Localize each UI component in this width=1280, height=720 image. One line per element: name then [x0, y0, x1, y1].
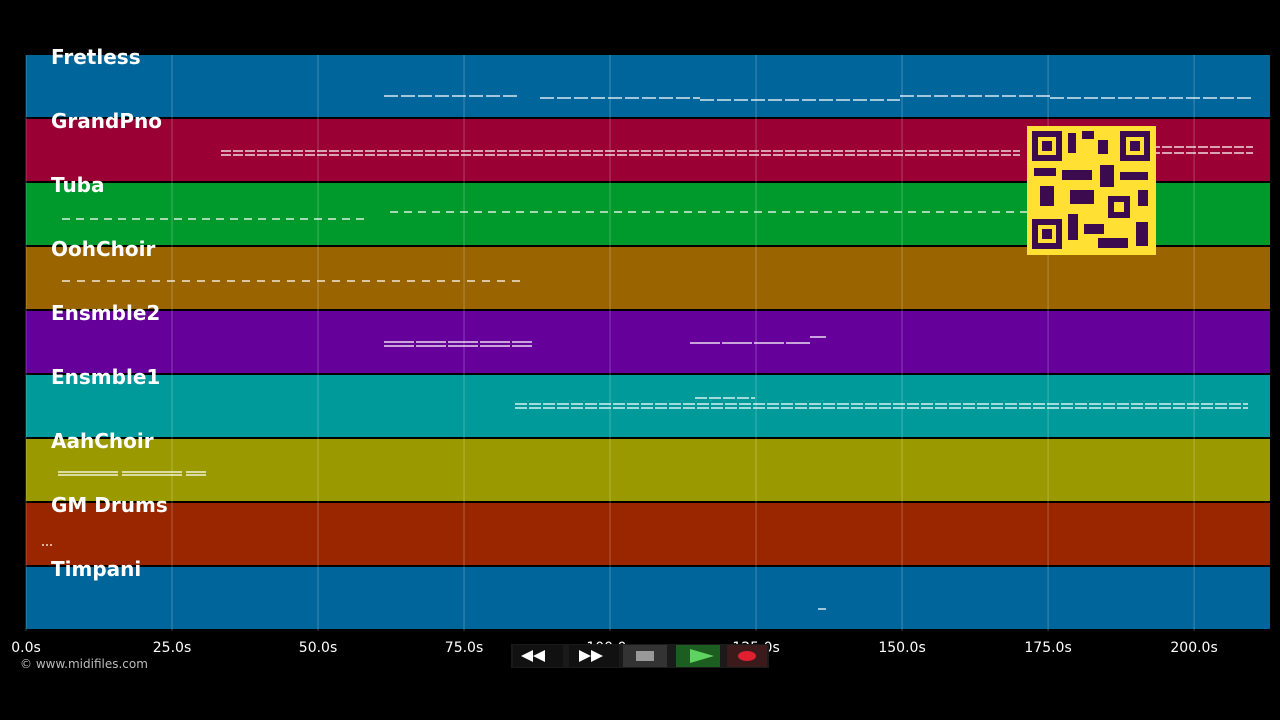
tick-label: 50.0s — [299, 640, 337, 656]
notes — [42, 95, 1253, 610]
track-name: AahChoir — [51, 429, 154, 453]
note-run — [58, 471, 206, 476]
tick-label: 200.0s — [1170, 640, 1217, 656]
transport-controls — [511, 644, 769, 668]
track-name: Tuba — [51, 173, 105, 197]
tick-label: 0.0s — [11, 640, 41, 656]
track-band — [26, 439, 1270, 501]
track-name: OohChoir — [51, 237, 155, 261]
track-band — [26, 567, 1270, 629]
stop-button[interactable] — [623, 645, 667, 667]
note-run — [515, 397, 1248, 409]
rewind-button[interactable] — [513, 645, 563, 667]
track-name: Timpani — [51, 557, 141, 581]
track-name: Fretless — [51, 45, 141, 69]
track-band — [26, 503, 1270, 565]
note-run — [221, 146, 1253, 156]
track-name: Ensmble2 — [51, 301, 160, 325]
forward-button[interactable] — [569, 645, 619, 667]
track-band — [26, 311, 1270, 373]
tick-label: 150.0s — [878, 640, 925, 656]
qr-code — [1027, 126, 1156, 255]
tick-label: 75.0s — [445, 640, 483, 656]
record-button[interactable] — [727, 645, 767, 667]
track-band — [26, 375, 1270, 437]
note-run — [62, 211, 1030, 220]
track-name: Ensmble1 — [51, 365, 160, 389]
track-name: GM Drums — [51, 493, 168, 517]
tick-label: 25.0s — [153, 640, 191, 656]
note-run — [384, 95, 1253, 101]
credit: © www.midifiles.com — [20, 657, 148, 671]
track-band — [26, 55, 1270, 117]
note-run — [384, 336, 826, 347]
play-button[interactable] — [676, 645, 720, 667]
track-name: GrandPno — [51, 109, 162, 133]
track-band — [26, 247, 1270, 309]
tick-label: 175.0s — [1024, 640, 1071, 656]
